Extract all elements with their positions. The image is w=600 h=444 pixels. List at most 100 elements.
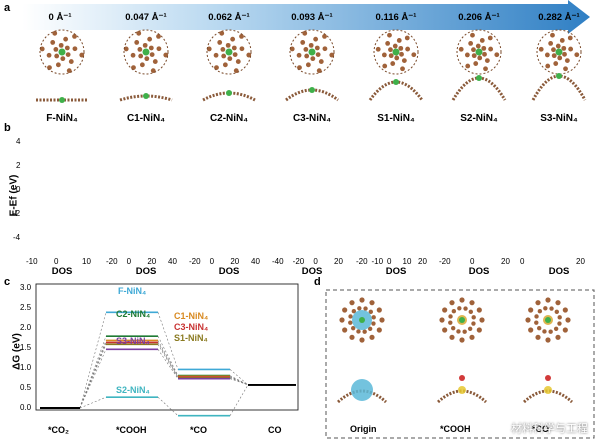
x-tick: 20 <box>418 257 427 266</box>
ni-atom-side <box>59 97 65 103</box>
carbon-atom <box>246 52 252 58</box>
x-tick: -20 <box>356 257 368 266</box>
carbon-atom <box>349 334 355 340</box>
oxygen-atom <box>545 375 551 381</box>
carbon-atom <box>64 45 70 51</box>
carbon-atom <box>310 56 316 62</box>
carbon-atom <box>468 40 474 46</box>
carbon-atom <box>322 46 328 52</box>
series-S2-NiN₄ <box>40 384 296 417</box>
carbon-atom <box>239 46 245 52</box>
y-tick: 0.5 <box>20 383 32 392</box>
carbon-atom <box>387 32 392 38</box>
charge-lobe <box>458 386 466 394</box>
model-name: C2-NiN₄ <box>209 113 249 124</box>
dos-xlabel: DOS <box>301 266 323 277</box>
carbon-atom <box>534 320 539 325</box>
carbon-atom <box>356 329 361 334</box>
carbon-atom <box>52 30 58 36</box>
carbon-atom <box>554 309 560 315</box>
carbon-atom <box>147 36 153 42</box>
carbon-atom <box>68 59 74 64</box>
carbon-atom <box>574 52 580 58</box>
series-C2-NiN₄ <box>40 335 296 409</box>
connector <box>79 344 107 409</box>
legend-c2: C2-NiN₄ <box>116 309 151 319</box>
carbon-atom <box>136 30 142 36</box>
carbon-atom <box>476 327 482 333</box>
carbon-atom <box>555 334 561 340</box>
carbon-atom <box>379 317 385 323</box>
carbon-atom <box>549 306 554 311</box>
carbon-atom <box>163 52 169 58</box>
carbon-atom <box>399 51 404 57</box>
carbon-atom <box>470 32 475 38</box>
charge-lobe <box>351 379 373 401</box>
carbon-atom <box>464 52 470 58</box>
carbon-atom <box>401 58 407 64</box>
y-tick: 0 <box>16 185 21 194</box>
carbon-atom <box>555 43 561 49</box>
carbon-atom <box>382 63 388 69</box>
carbon-atom <box>217 40 223 45</box>
x-tick: 0 <box>387 257 392 266</box>
carbon-atom <box>551 47 556 53</box>
carbon-atom <box>79 52 85 58</box>
y-tick: 1.0 <box>20 363 32 372</box>
model-structure <box>36 29 88 103</box>
x-tick: 0 <box>313 257 318 266</box>
carbon-atom <box>488 46 494 52</box>
carbon-atom <box>137 47 143 52</box>
x-tick: -20 <box>439 257 451 266</box>
carbon-atom <box>371 315 376 320</box>
carbon-atom <box>222 62 228 68</box>
x-tick: 0 <box>126 257 132 266</box>
carbon-atom <box>456 329 461 334</box>
carbon-atom <box>562 327 568 333</box>
carbon-atom <box>548 329 553 334</box>
watermark: 材料科学与工程 <box>511 423 588 435</box>
ni-atom-side <box>226 90 232 96</box>
carbon-atom <box>537 308 543 314</box>
carbon-atom <box>567 35 573 41</box>
carbon-atom <box>479 317 485 323</box>
ni-atom-side <box>143 93 149 99</box>
carbon-atom <box>318 59 324 64</box>
carbon-atom <box>542 329 547 334</box>
curvature-label: 0.062 Å⁻¹ <box>208 12 250 23</box>
carbon-atom <box>134 40 140 45</box>
carbon-atom <box>139 62 145 68</box>
carbon-atom <box>538 46 544 52</box>
carbon-atom <box>385 40 391 46</box>
x-tick: -10 <box>26 257 38 266</box>
carbon-atom <box>220 47 226 52</box>
cdd-structure <box>336 379 388 404</box>
cdd-structure <box>439 297 485 343</box>
carbon-atom <box>232 52 238 57</box>
ni-atom-side <box>309 87 315 93</box>
x-tick: 10 <box>402 257 412 266</box>
carbon-atom <box>468 309 474 315</box>
structure-models <box>36 29 587 103</box>
charge-lobe <box>544 386 552 394</box>
carbon-atom <box>342 327 348 333</box>
carbon-atom <box>557 321 562 326</box>
model-structure <box>202 29 256 102</box>
connector <box>79 336 107 409</box>
model-name: F-NiN₄ <box>46 113 78 124</box>
panel-d-label: d <box>314 276 321 288</box>
carbon-atom <box>459 297 465 303</box>
carbon-atom <box>400 66 405 72</box>
series-S1-NiN₄ <box>40 343 296 409</box>
carbon-atom <box>545 297 551 303</box>
x-category: *COOH <box>116 425 147 435</box>
series-C3-NiN₄ <box>40 341 296 409</box>
carbon-atom <box>473 61 479 66</box>
x-tick: 20 <box>576 257 585 266</box>
carbon-atom <box>63 36 69 42</box>
carbon-atom <box>536 325 542 331</box>
carbon-atom <box>322 34 327 39</box>
carbon-atom <box>308 42 314 48</box>
x-tick: -20 <box>106 257 118 266</box>
carbon-atom <box>369 334 375 340</box>
